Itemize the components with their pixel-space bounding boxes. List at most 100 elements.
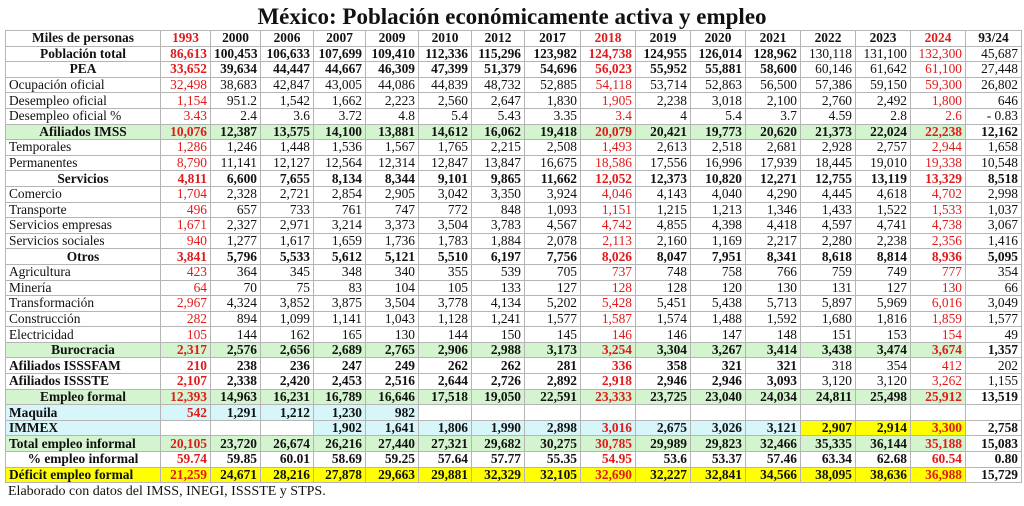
table-cell: 54.95 bbox=[580, 451, 636, 468]
header-year: 2009 bbox=[365, 30, 419, 47]
table-row: % empleo informal 59.74 59.85 60.01 58.69 59.… bbox=[5, 451, 1022, 468]
table-cell: 60,146 bbox=[800, 61, 856, 78]
table-row: Agricultura 423 364 345 348 340 355 539 705 737 74… bbox=[5, 263, 1022, 281]
table-row: Total empleo informal 20,105 23,720 26,674 2… bbox=[5, 435, 1022, 453]
table-cell: 5,510 bbox=[418, 248, 472, 265]
table-cell: 124,955 bbox=[635, 45, 691, 63]
table-cell: 12,162 bbox=[965, 123, 1022, 141]
table-cell: 19,010 bbox=[855, 154, 911, 172]
table-cell: 2,492 bbox=[855, 92, 911, 109]
table-cell: 17,556 bbox=[635, 154, 691, 172]
table-cell: 150 bbox=[471, 326, 525, 343]
table-cell: 1,884 bbox=[471, 232, 525, 250]
table-cell: 4,741 bbox=[855, 217, 911, 234]
table-row: Minería 64 70 75 83 104 105 133 127 128 128 120 130 1… bbox=[5, 279, 1022, 297]
table-cell: 128 bbox=[580, 279, 636, 297]
table-cell: 5.43 bbox=[471, 107, 525, 125]
table-cell: 496 bbox=[160, 201, 211, 219]
table-cell: 144 bbox=[418, 326, 472, 343]
table-cell: 657 bbox=[210, 201, 261, 219]
table-cell: 128,962 bbox=[745, 45, 801, 63]
table-cell: 1,215 bbox=[635, 201, 691, 219]
table-cell bbox=[524, 404, 581, 421]
table-cell: 16,231 bbox=[260, 388, 314, 406]
table-cell: 3.4 bbox=[580, 107, 636, 125]
table-cell: 64 bbox=[160, 279, 211, 297]
table-cell: 124,738 bbox=[580, 45, 636, 63]
table-cell: 1,493 bbox=[580, 139, 636, 156]
header-year: 2000 bbox=[210, 30, 261, 47]
table-cell: 423 bbox=[160, 263, 211, 281]
table-cell: 54,118 bbox=[580, 76, 636, 94]
table-cell: 5,428 bbox=[580, 295, 636, 312]
table-cell: 5,451 bbox=[635, 295, 691, 312]
table-cell: 1,291 bbox=[210, 404, 261, 421]
table-cell: 1,246 bbox=[210, 139, 261, 156]
table-cell: 3.6 bbox=[260, 107, 314, 125]
table-cell: 13,881 bbox=[365, 123, 419, 141]
table-cell: 1,542 bbox=[260, 92, 314, 109]
table-cell: 2,854 bbox=[313, 185, 366, 203]
table-cell bbox=[800, 404, 856, 421]
table-cell: 2,765 bbox=[365, 341, 419, 359]
table-cell: 70 bbox=[210, 279, 261, 297]
table-cell: 1,816 bbox=[855, 310, 911, 328]
table-cell: 2,760 bbox=[800, 92, 856, 109]
table-cell: 1,577 bbox=[965, 310, 1022, 328]
table-cell: 14,963 bbox=[210, 388, 261, 406]
table-cell: 23,040 bbox=[690, 388, 746, 406]
table-cell: 128 bbox=[635, 279, 691, 297]
table-cell: 1,617 bbox=[260, 232, 314, 250]
row-label: Electricidad bbox=[5, 326, 161, 343]
table-cell: 11,141 bbox=[210, 154, 261, 172]
table-cell: 354 bbox=[855, 357, 911, 375]
table-cell bbox=[745, 404, 801, 421]
table-cell: 238 bbox=[210, 357, 261, 375]
table-cell: 3,373 bbox=[365, 217, 419, 234]
table-cell: 2,280 bbox=[800, 232, 856, 250]
table-cell: 34,566 bbox=[745, 466, 801, 484]
table-cell: 4,597 bbox=[800, 217, 856, 234]
row-label: Permanentes bbox=[5, 154, 161, 172]
table-cell: 56,023 bbox=[580, 61, 636, 78]
table-cell: 2,967 bbox=[160, 295, 211, 312]
table-cell: 5.4 bbox=[690, 107, 746, 125]
table-cell: 1,169 bbox=[690, 232, 746, 250]
table-cell: 1,357 bbox=[965, 341, 1022, 359]
table-cell: 22,024 bbox=[855, 123, 911, 141]
table-cell: 45,687 bbox=[965, 45, 1022, 63]
table-cell: 2,905 bbox=[365, 185, 419, 203]
table-cell: 59.74 bbox=[160, 451, 211, 468]
table-cell: 10,820 bbox=[690, 170, 746, 187]
table-row: Permanentes 8,790 11,141 12,127 12,564 12,314… bbox=[5, 154, 1022, 172]
row-label: Temporales bbox=[5, 139, 161, 156]
table-row: Construcción 282 894 1,099 1,141 1,043 1,128 1,… bbox=[5, 310, 1022, 328]
table-cell: 28,216 bbox=[260, 466, 314, 484]
table-cell: 646 bbox=[965, 92, 1022, 109]
table-cell: 2,078 bbox=[524, 232, 581, 250]
table-cell: 44,086 bbox=[365, 76, 419, 94]
row-label: Ocupación oficial bbox=[5, 76, 161, 94]
table-cell: 107,699 bbox=[313, 45, 366, 63]
table-cell: 336 bbox=[580, 357, 636, 375]
table-cell: 1,990 bbox=[471, 419, 525, 437]
table-cell: 2.6 bbox=[910, 107, 966, 125]
table-cell: 13,575 bbox=[260, 123, 314, 141]
table-cell: 29,989 bbox=[635, 435, 691, 453]
table-cell: 24,671 bbox=[210, 466, 261, 484]
table-cell: 6,016 bbox=[910, 295, 966, 312]
row-label: Empleo formal bbox=[5, 388, 161, 406]
table-cell: 145 bbox=[524, 326, 581, 343]
table-cell: 7,655 bbox=[260, 170, 314, 187]
table-cell: 130 bbox=[365, 326, 419, 343]
row-label: Afiliados ISSSTE bbox=[5, 373, 161, 390]
table-cell: 2,946 bbox=[690, 373, 746, 390]
table-cell: 2,223 bbox=[365, 92, 419, 109]
table-cell: 2,675 bbox=[635, 419, 691, 437]
table-cell: 5,612 bbox=[313, 248, 366, 265]
table-cell: 53,714 bbox=[635, 76, 691, 94]
table-cell: 2,988 bbox=[471, 341, 525, 359]
table-cell: 1,800 bbox=[910, 92, 966, 109]
table-cell: 22,238 bbox=[910, 123, 966, 141]
table-cell bbox=[160, 419, 211, 437]
